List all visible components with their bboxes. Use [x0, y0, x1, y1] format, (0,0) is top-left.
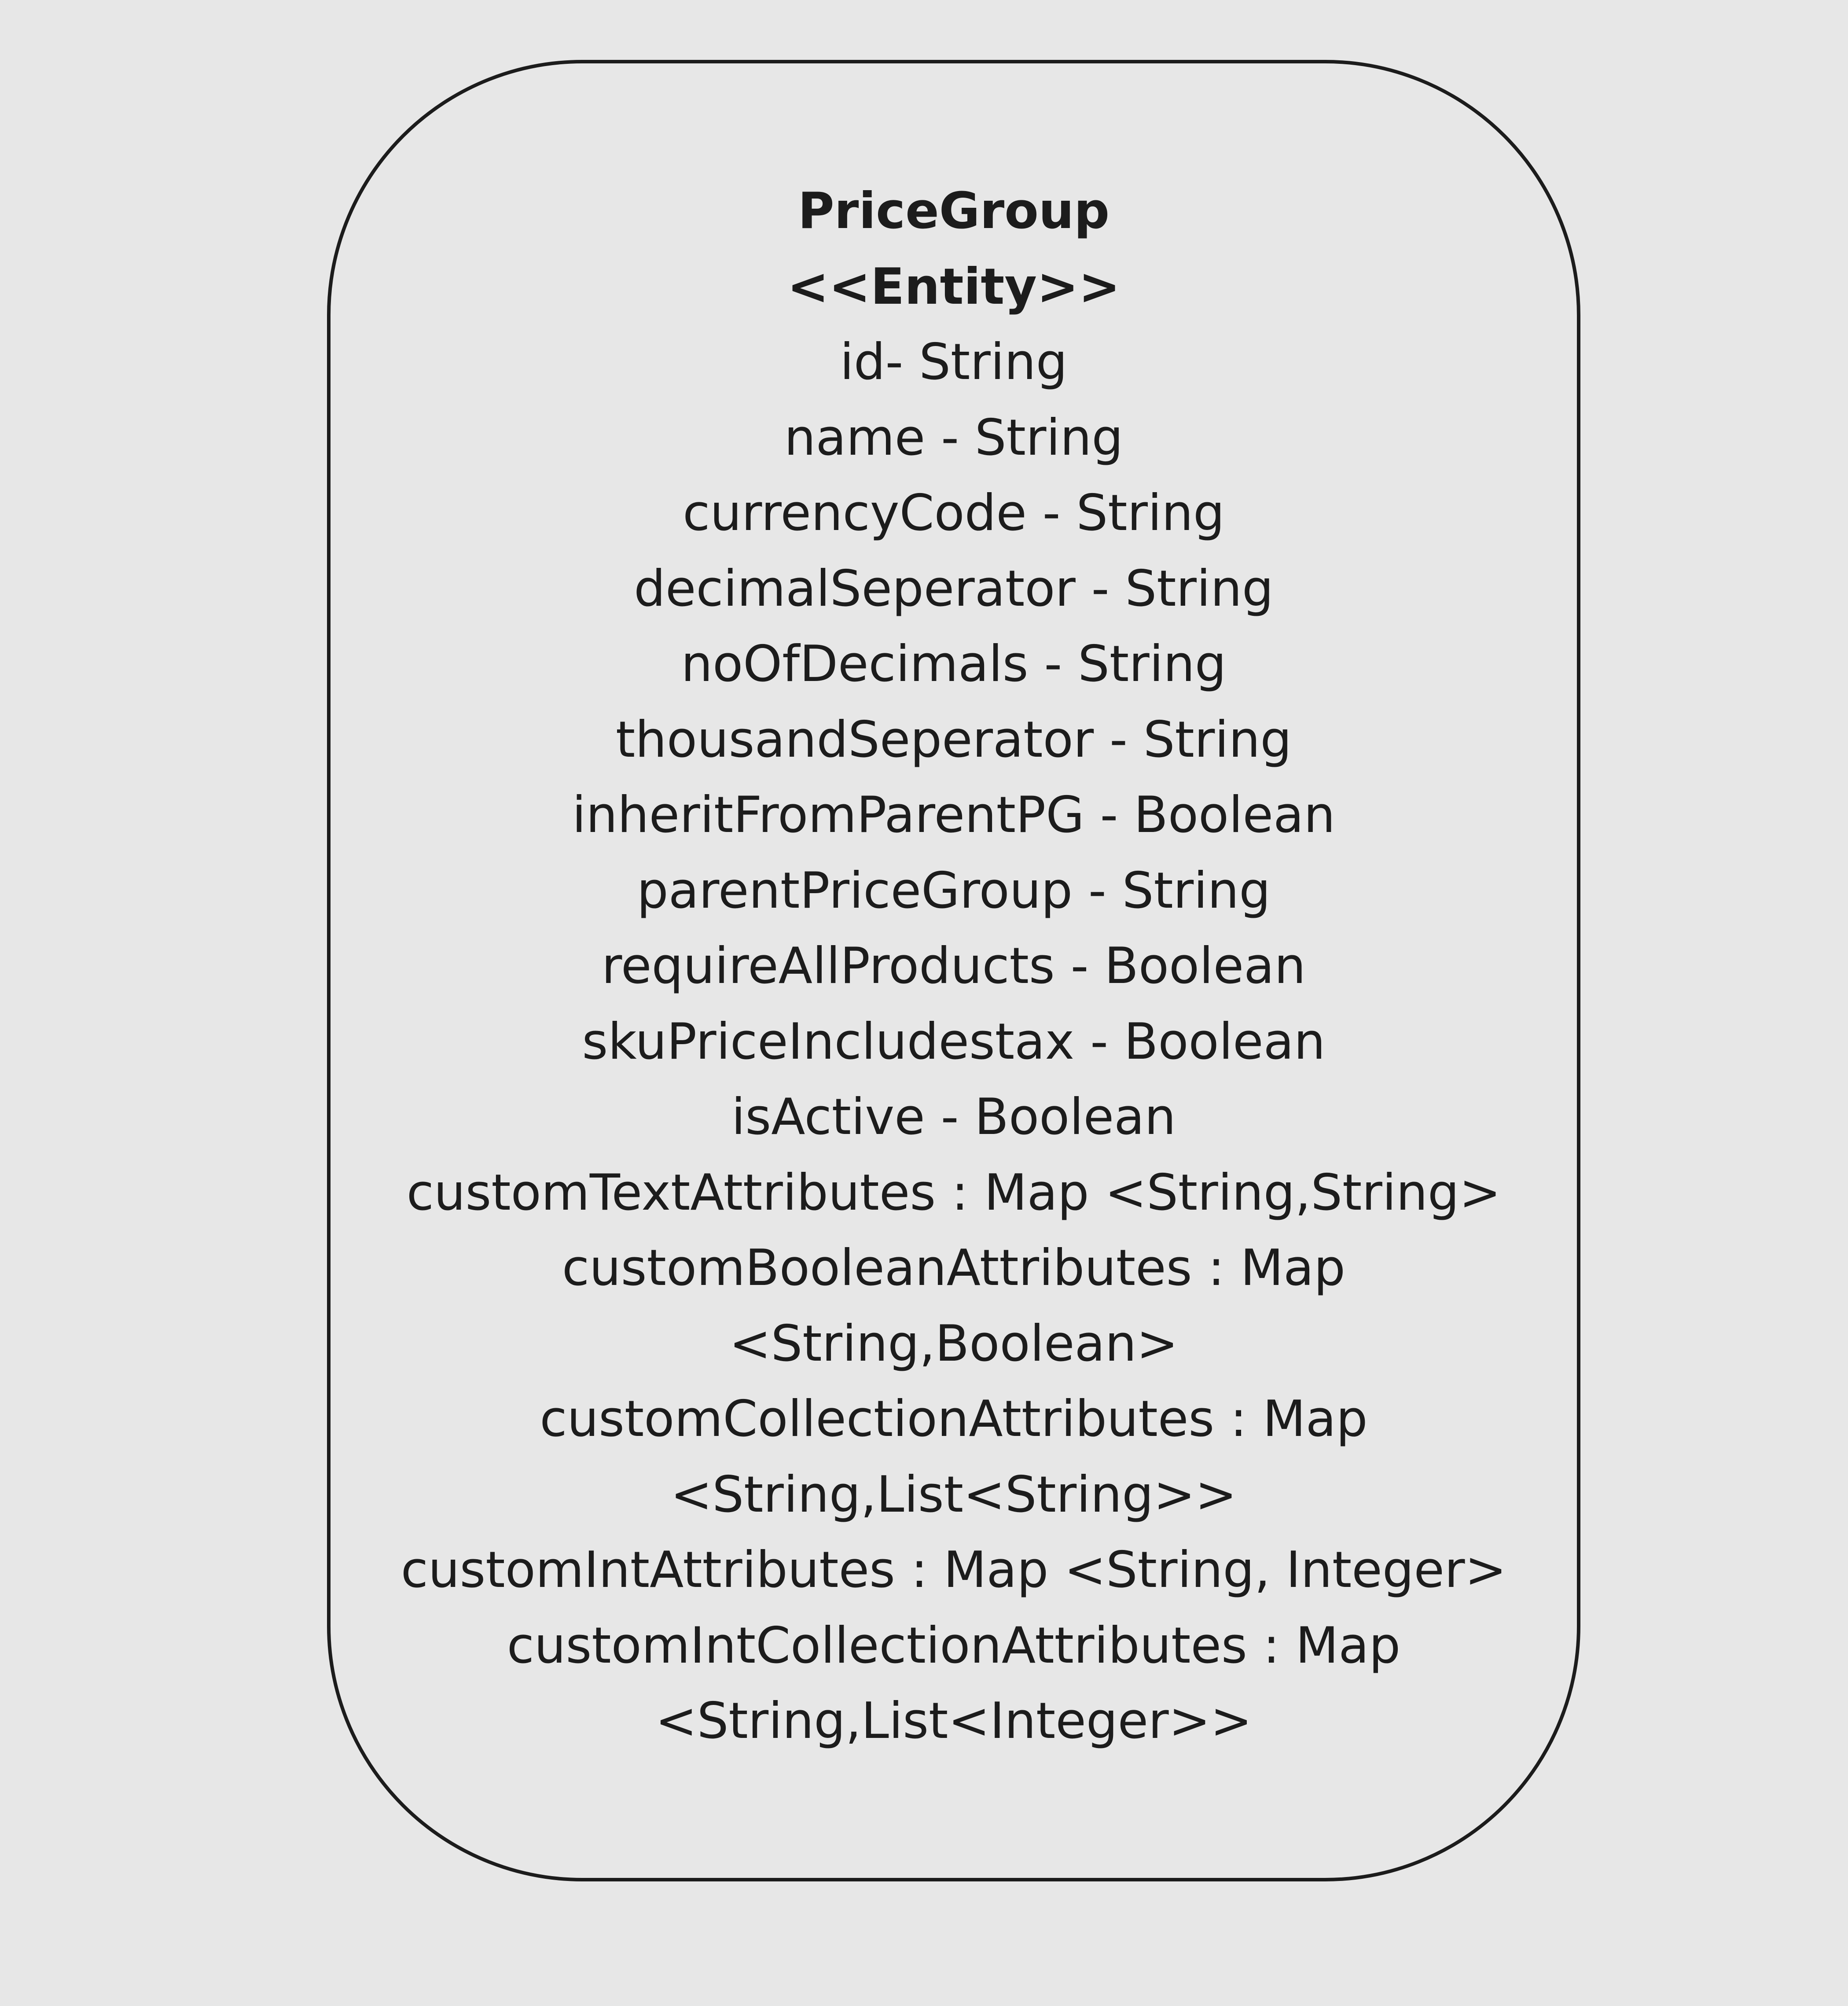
attribute-line: <String,Boolean> [729, 1314, 1179, 1373]
attribute-line: parentPriceGroup - String [637, 861, 1271, 920]
attribute-line: noOfDecimals - String [681, 635, 1227, 693]
attribute-line: isActive - Boolean [731, 1088, 1176, 1146]
attribute-line: <String,List<Integer>> [655, 1692, 1252, 1750]
entity-stereotype: <<Entity>> [787, 257, 1121, 316]
attribute-line: thousandSeperator - String [615, 710, 1292, 769]
entity-box-pricegroup: PriceGroup <<Entity>> id- String name - … [327, 60, 1580, 1881]
attribute-line: id- String [840, 333, 1068, 391]
entity-content: PriceGroup <<Entity>> id- String name - … [331, 173, 1577, 1759]
attribute-line: decimalSeperator - String [634, 559, 1274, 618]
attribute-line: skuPriceIncludestax - Boolean [582, 1012, 1326, 1071]
attribute-line: customTextAttributes : Map <String,Strin… [406, 1163, 1501, 1222]
attribute-line: requireAllProducts - Boolean [602, 937, 1306, 995]
attribute-line: inheritFromParentPG - Boolean [572, 786, 1335, 844]
attribute-line: customBooleanAttributes : Map [562, 1239, 1345, 1297]
entity-name: PriceGroup [797, 182, 1110, 240]
attribute-line: customCollectionAttributes : Map [540, 1390, 1368, 1448]
attribute-line: currencyCode - String [683, 484, 1225, 542]
attribute-line: name - String [784, 408, 1124, 467]
attribute-line: <String,List<String>> [670, 1465, 1237, 1524]
attribute-line: customIntCollectionAttributes : Map [507, 1616, 1401, 1675]
attribute-line: customIntAttributes : Map <String, Integ… [400, 1541, 1507, 1599]
